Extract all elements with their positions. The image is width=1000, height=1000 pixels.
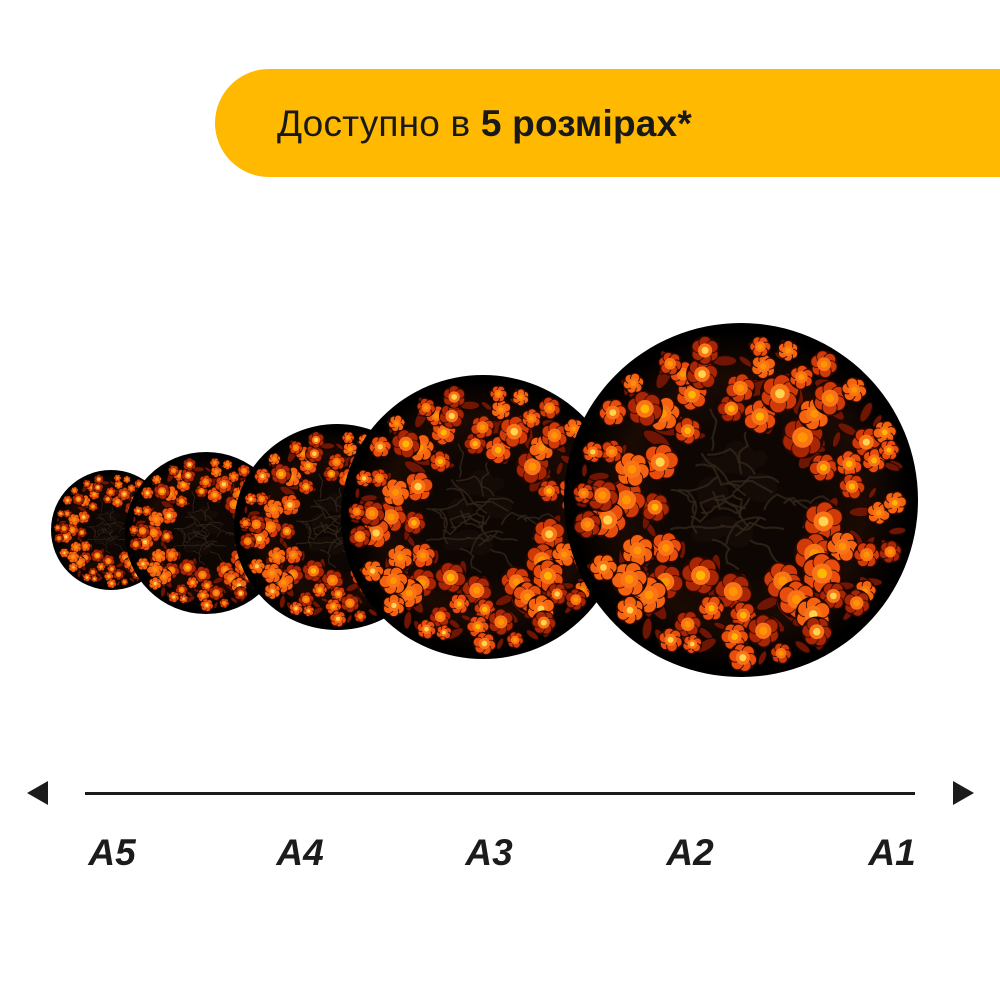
puzzle-wreath-image xyxy=(341,375,625,659)
availability-banner: Доступно в 5 розмірах* xyxy=(215,69,1000,177)
size-label-a5: A5 xyxy=(88,832,136,873)
banner-text-regular: Доступно в xyxy=(277,102,481,144)
size-label-a3: A3 xyxy=(465,832,513,873)
size-label-a1: A1 xyxy=(868,832,916,873)
arrow-left-icon xyxy=(27,781,48,805)
size-label-a2: A2 xyxy=(666,832,714,873)
puzzle-wreath-image xyxy=(564,323,918,677)
product-circle-a2 xyxy=(341,375,625,659)
axis-line xyxy=(85,792,915,795)
size-label-a4: A4 xyxy=(276,832,324,873)
product-circle-a1 xyxy=(564,323,918,677)
arrow-right-icon xyxy=(953,781,974,805)
banner-text-bold: 5 розмірах* xyxy=(480,102,692,144)
banner-text: Доступно в 5 розмірах* xyxy=(277,105,692,142)
